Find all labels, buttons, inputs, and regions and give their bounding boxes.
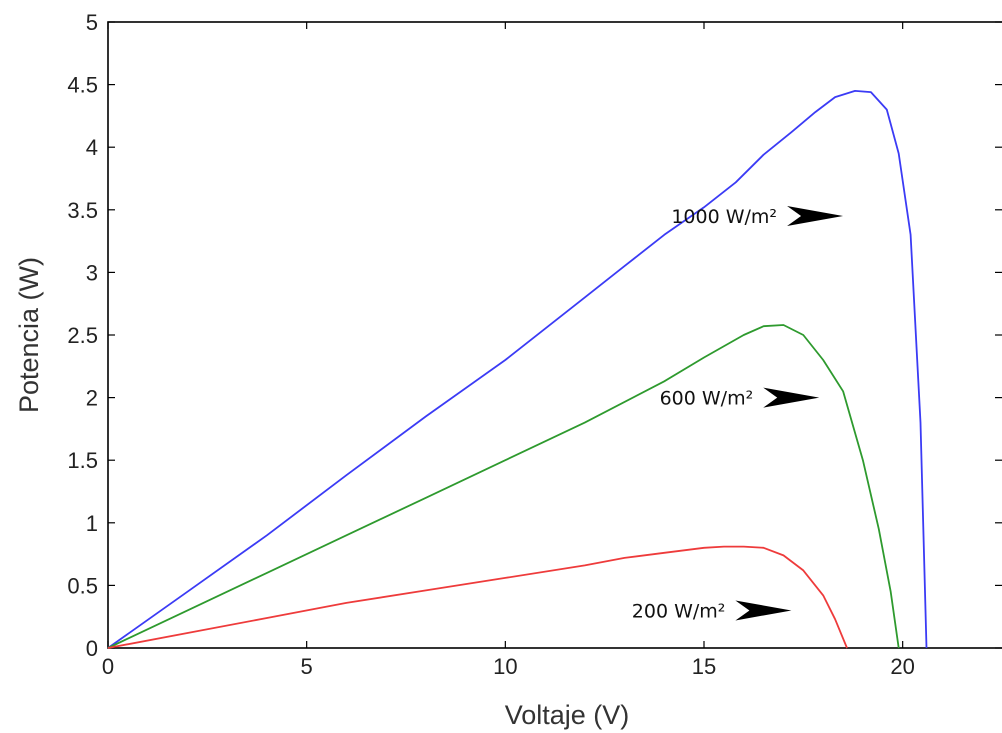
series-layer [107, 90, 928, 649]
y-tick-label: 1 [86, 511, 98, 536]
x-tick-label: 15 [692, 654, 716, 679]
y-tick-label: 3 [86, 260, 98, 285]
x-tick-label: 10 [493, 654, 517, 679]
plot-frame [107, 21, 1002, 649]
y-axis-title: Potencia (W) [14, 257, 44, 413]
y-axis: 0 0.5 1 1.5 2 2.5 3 3.5 4 4.5 5 [67, 10, 1002, 661]
plot-border [107, 21, 1002, 649]
y-tick-label: 5 [86, 10, 98, 35]
y-tick-label: 1.5 [67, 448, 98, 473]
annotation-arrow [763, 387, 820, 408]
y-tick-label: 2.5 [67, 323, 98, 348]
series-line-2 [107, 545, 848, 649]
y-tick-label: 3.5 [67, 198, 98, 223]
annotation-arrow [735, 600, 792, 621]
series-line-1 [107, 324, 900, 649]
x-tick-label: 20 [890, 654, 914, 679]
y-tick-label: 0 [86, 636, 98, 661]
y-tick-label: 4 [86, 135, 98, 160]
annotation-label: 600 W/m² [660, 388, 754, 410]
series-line-0 [107, 90, 928, 649]
annotation-label: 1000 W/m² [671, 206, 777, 228]
x-tick-label: 0 [102, 654, 114, 679]
y-tick-label: 4.5 [67, 73, 98, 98]
annotation-arrow [787, 206, 844, 227]
annotations: 1000 W/m² 600 W/m² 200 W/m² [632, 206, 844, 622]
x-axis-title: Voltaje (V) [505, 700, 630, 730]
y-tick-label: 2 [86, 386, 98, 411]
annotation-label: 200 W/m² [632, 600, 726, 622]
y-tick-label: 0.5 [67, 573, 98, 598]
x-tick-label: 5 [301, 654, 313, 679]
x-axis: 0 5 10 15 20 [102, 22, 915, 679]
